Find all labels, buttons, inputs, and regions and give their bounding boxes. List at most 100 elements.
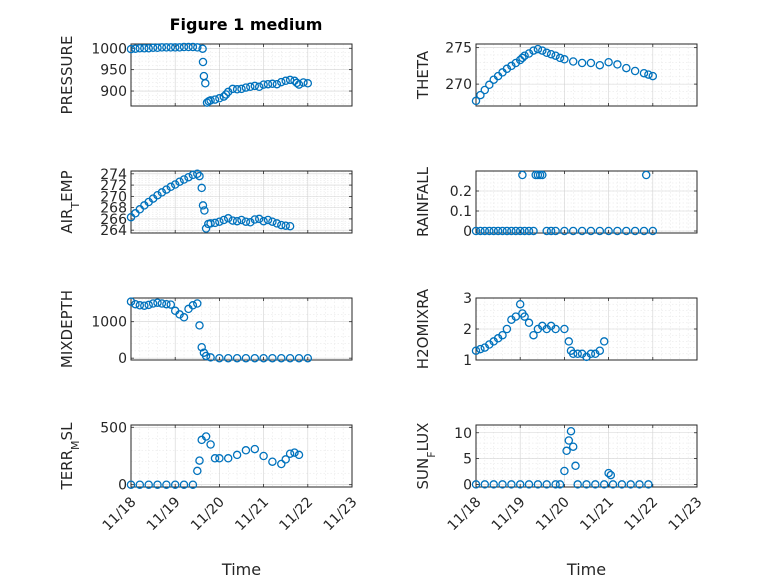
data-point xyxy=(215,454,224,463)
data-point xyxy=(210,454,220,463)
data-point xyxy=(586,58,596,68)
data-point xyxy=(210,218,220,228)
data-point xyxy=(223,214,233,223)
data-point xyxy=(254,82,264,92)
data-point xyxy=(281,76,290,86)
axes-box xyxy=(130,297,353,361)
data-point xyxy=(471,226,481,236)
data-point xyxy=(201,351,211,361)
data-point xyxy=(571,461,580,471)
data-point xyxy=(471,346,481,355)
data-point xyxy=(157,43,167,52)
data-point xyxy=(193,43,202,52)
y-axis-label: THETA xyxy=(414,50,432,100)
data-point xyxy=(648,71,658,81)
data-point xyxy=(175,43,184,52)
y-tick-label: 272 xyxy=(100,178,127,194)
data-point xyxy=(498,480,507,489)
figure-title: Figure 1 medium xyxy=(170,15,323,34)
data-point xyxy=(259,80,268,89)
data-point xyxy=(648,226,658,236)
data-point xyxy=(277,353,286,363)
data-point xyxy=(170,480,180,489)
data-point xyxy=(215,217,224,226)
data-point xyxy=(215,353,224,363)
data-point xyxy=(195,321,204,330)
data-point xyxy=(157,299,167,308)
data-point xyxy=(241,353,251,363)
data-point xyxy=(502,226,512,236)
data-point xyxy=(586,349,596,359)
data-point xyxy=(197,342,206,352)
y-tick-label: 1000 xyxy=(91,41,127,57)
data-point xyxy=(228,216,237,225)
data-point xyxy=(223,454,233,463)
plot-area xyxy=(476,425,697,487)
data-point xyxy=(162,185,171,194)
data-point xyxy=(201,432,211,441)
data-point xyxy=(250,353,260,363)
data-point xyxy=(175,177,184,186)
plot-area xyxy=(131,425,352,487)
data-point xyxy=(272,219,282,228)
data-point xyxy=(564,436,574,445)
data-point xyxy=(272,79,282,89)
data-point xyxy=(201,224,211,233)
data-point xyxy=(294,353,304,363)
data-point xyxy=(232,353,242,363)
data-point xyxy=(285,75,295,85)
data-point xyxy=(476,226,485,236)
data-point xyxy=(126,297,136,306)
data-point xyxy=(591,480,600,489)
data-point xyxy=(507,226,516,236)
y-tick-label: 950 xyxy=(100,63,127,79)
data-point xyxy=(200,206,209,215)
data-point xyxy=(617,480,627,489)
data-point xyxy=(595,346,605,355)
data-point xyxy=(277,220,286,230)
data-point xyxy=(228,84,237,94)
data-point xyxy=(210,95,220,104)
subplot-1: 900 950 1000 PRESSURE xyxy=(58,36,353,114)
data-point xyxy=(268,79,277,89)
data-point xyxy=(608,480,618,489)
data-point xyxy=(162,43,171,52)
data-point xyxy=(193,169,202,179)
plot-area xyxy=(131,171,352,233)
data-point xyxy=(639,68,649,78)
data-point xyxy=(179,42,189,52)
data-point xyxy=(294,450,304,460)
data-point xyxy=(515,299,525,309)
data-point xyxy=(520,226,529,236)
y-tick-label: 5 xyxy=(463,452,472,468)
data-point xyxy=(206,440,215,449)
data-point xyxy=(197,183,206,193)
data-point xyxy=(162,480,171,489)
data-point xyxy=(582,480,591,489)
data-point xyxy=(630,226,640,236)
data-point xyxy=(148,43,158,53)
data-point xyxy=(263,215,273,225)
data-point xyxy=(641,170,651,180)
data-point xyxy=(493,226,503,236)
y-tick-label: 0.1 xyxy=(450,204,472,220)
data-point xyxy=(223,353,233,363)
y-tick-label: 270 xyxy=(100,189,127,205)
y-tick-label: 266 xyxy=(100,212,127,228)
y-tick-label: 0.2 xyxy=(450,184,472,200)
data-point xyxy=(533,480,543,489)
data-point xyxy=(237,215,246,225)
data-point xyxy=(281,455,290,464)
y-tick-label: 274 xyxy=(100,167,127,183)
data-point xyxy=(198,44,207,53)
data-point xyxy=(140,301,149,310)
y-axis-label: TERRMSL xyxy=(58,422,82,491)
data-point xyxy=(595,60,605,70)
data-point xyxy=(564,337,574,346)
data-point xyxy=(555,53,565,63)
data-point xyxy=(560,324,569,334)
data-point xyxy=(246,82,255,92)
data-point xyxy=(153,190,162,200)
data-point xyxy=(246,218,255,227)
